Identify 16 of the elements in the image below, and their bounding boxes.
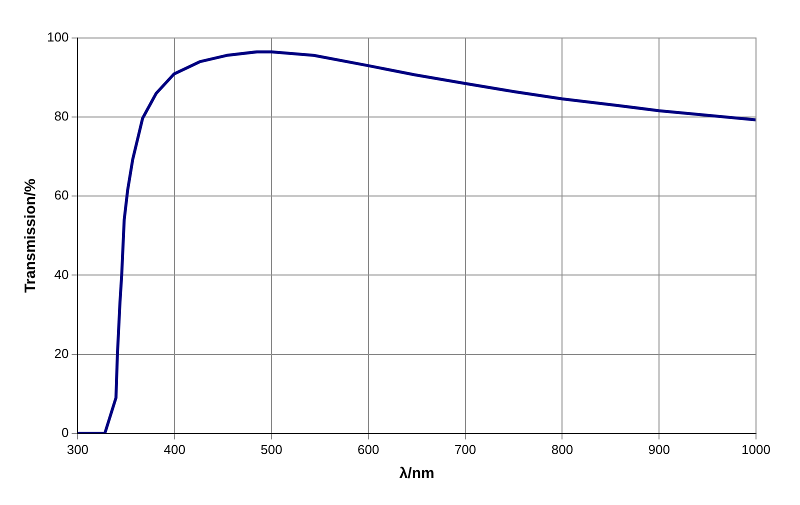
x-tick-label: 800 — [551, 442, 574, 457]
x-tick-label: 400 — [164, 442, 186, 457]
y-axis-title: Transmission/% — [22, 178, 40, 293]
y-tick-label: 80 — [54, 108, 69, 124]
y-tick-label: 60 — [54, 188, 69, 203]
x-tick-label: 600 — [358, 442, 380, 457]
y-tick-label: 0 — [61, 424, 69, 440]
x-axis-title: λ/nm — [399, 465, 434, 482]
y-tick-label: 20 — [54, 346, 69, 361]
x-tick-label: 300 — [66, 442, 89, 457]
y-tick-label: 100 — [46, 30, 69, 45]
x-tick-label: 1000 — [742, 442, 770, 457]
y-tick-label: 40 — [54, 266, 69, 282]
x-tick-label: 900 — [648, 442, 670, 457]
x-tick-label: 500 — [260, 442, 282, 457]
x-tick-label: 700 — [454, 442, 476, 457]
